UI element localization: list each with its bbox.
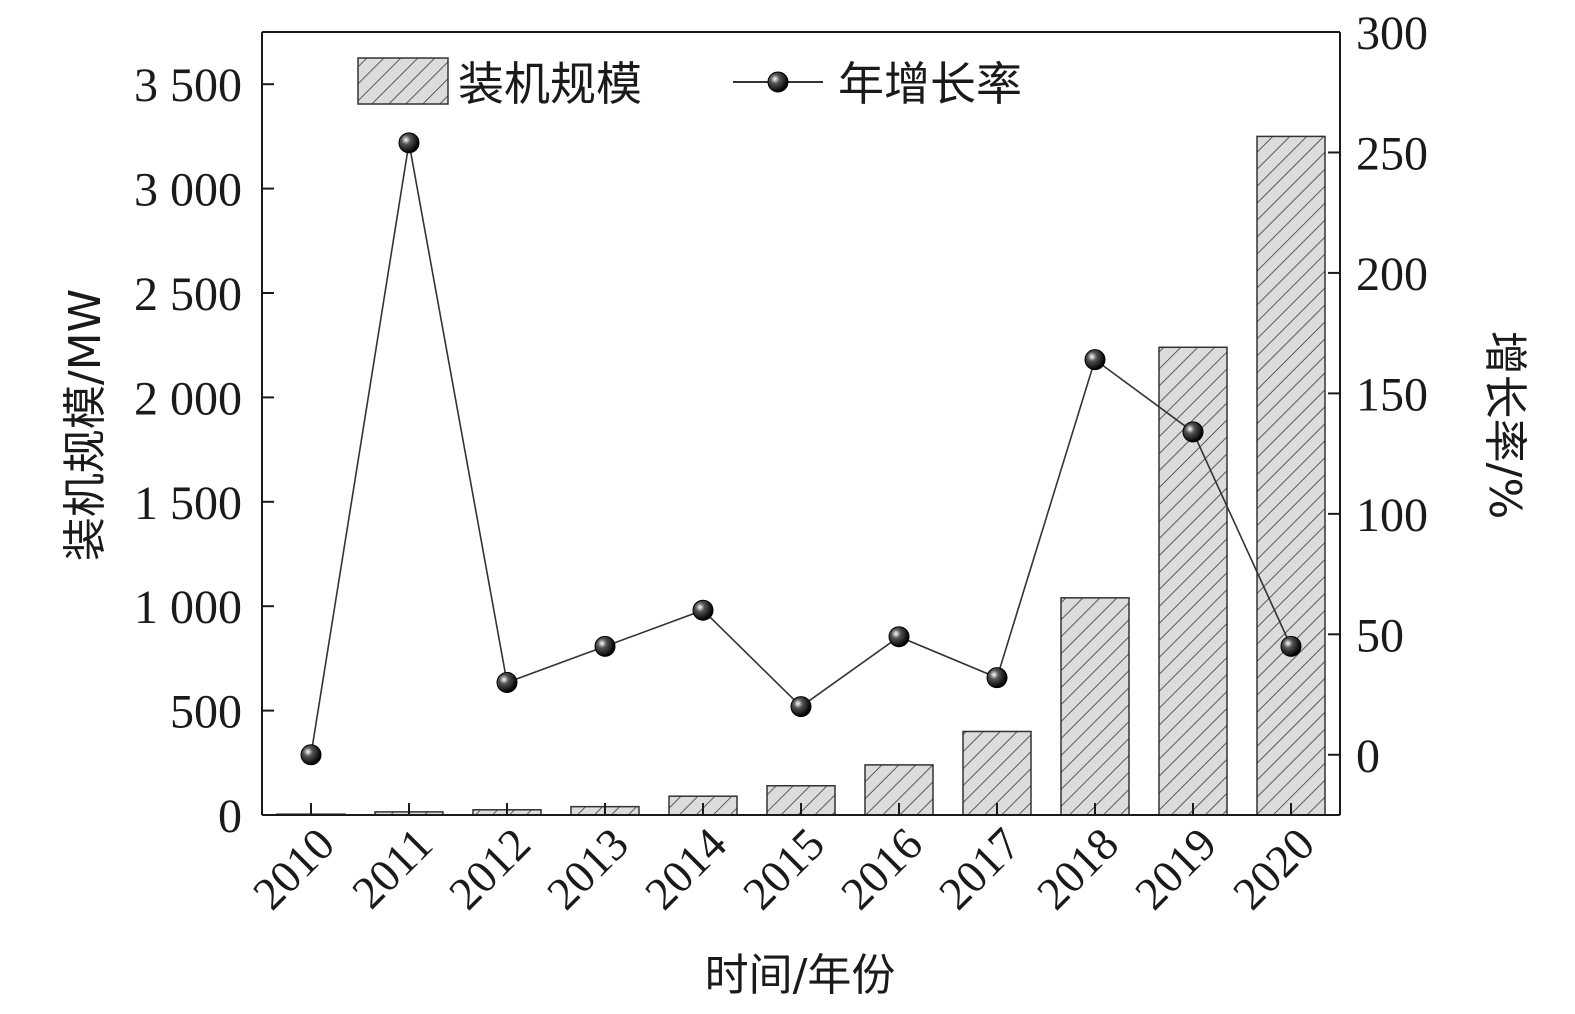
x-tick-label-2015: 2015 — [733, 818, 834, 919]
x-tick-label-2019: 2019 — [1125, 818, 1226, 919]
y-left-tick-label: 1 500 — [134, 477, 242, 530]
legend: 装机规模 年增长率 — [357, 57, 1022, 111]
x-tick-label-2018: 2018 — [1027, 818, 1128, 919]
growth-point-2017 — [986, 667, 1008, 689]
bar-2017 — [962, 730, 1032, 816]
x-tick-label-2013: 2013 — [537, 818, 638, 919]
growth-line — [310, 142, 1292, 755]
x-tick-label-2017: 2017 — [929, 818, 1030, 919]
y-axis-left-title: 装机规模/MW — [60, 289, 111, 561]
growth-point-2013 — [594, 635, 616, 657]
y-left-tick-label: 1 000 — [134, 581, 242, 634]
y-right-tick-label: 0 — [1356, 730, 1380, 783]
axes-layer: 0 500 1 000 1 500 2 000 2 500 3 000 3 500 0 50 100… — [134, 7, 1428, 919]
y-axis-right-title: 增长率/% — [1479, 331, 1530, 520]
y-left-tick-label: 0 — [218, 790, 242, 843]
bar-2018 — [1060, 597, 1130, 816]
growth-point-2012 — [496, 671, 518, 693]
y-left-tick-label: 3 500 — [134, 59, 242, 112]
y-left-tick-label: 500 — [170, 686, 242, 739]
legend-line-label: 年增长率 — [838, 57, 1022, 111]
bar-2019 — [1158, 346, 1228, 816]
growth-point-2018 — [1084, 349, 1106, 371]
x-tick-label-2014: 2014 — [635, 818, 736, 919]
growth-point-2015 — [790, 696, 812, 718]
y-left-tick-label: 3 000 — [134, 164, 242, 217]
y-left-tick-label: 2 000 — [134, 372, 242, 425]
growth-point-2019 — [1182, 421, 1204, 443]
line-layer — [300, 132, 1302, 766]
x-tick-label-2016: 2016 — [831, 818, 932, 919]
y-right-tick-label: 250 — [1356, 127, 1428, 180]
x-tick-label-2011: 2011 — [342, 818, 442, 918]
growth-point-2010 — [300, 744, 322, 766]
y-right-tick-label: 300 — [1356, 7, 1428, 60]
x-axis-title: 时间/年份 — [705, 950, 896, 1001]
growth-point-2016 — [888, 626, 910, 648]
y-right-tick-label: 50 — [1356, 609, 1404, 662]
x-tick-label-2012: 2012 — [439, 818, 540, 919]
y-right-tick-label: 100 — [1356, 489, 1428, 542]
y-right-tick-label: 150 — [1356, 368, 1428, 421]
x-tick-label-2020: 2020 — [1223, 818, 1324, 919]
x-tick-label-2010: 2010 — [243, 818, 344, 919]
bar-2020 — [1256, 135, 1326, 816]
legend-bar-swatch — [357, 57, 449, 105]
growth-point-2020 — [1280, 635, 1302, 657]
y-left-tick-label: 2 500 — [134, 268, 242, 321]
y-right-tick-label: 200 — [1356, 248, 1428, 301]
legend-bar-label: 装机规模 — [458, 57, 642, 111]
legend-line-marker — [767, 71, 789, 93]
growth-point-2011 — [398, 132, 420, 154]
growth-point-2014 — [692, 599, 714, 621]
